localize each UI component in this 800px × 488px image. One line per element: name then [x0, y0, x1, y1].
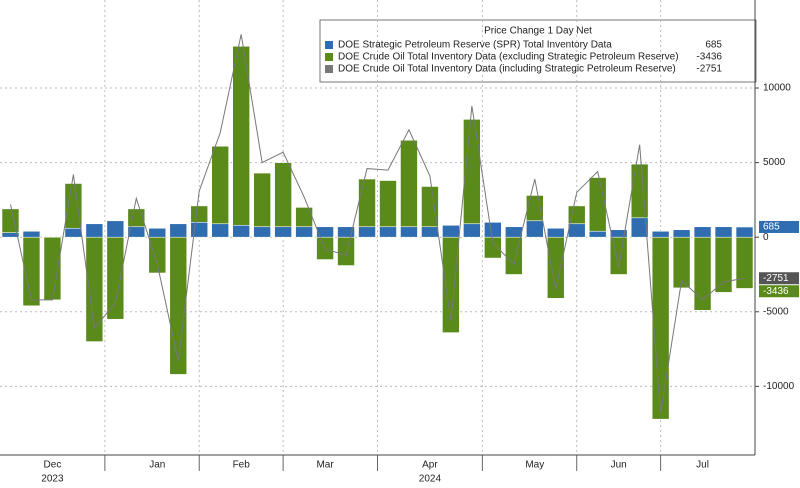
bar [609, 229, 628, 238]
x-tick-label: Jul [696, 460, 709, 471]
legend-value: -2751 [696, 64, 722, 75]
bar [484, 221, 502, 238]
x-tick-label: May [525, 460, 544, 471]
bar [421, 226, 439, 238]
bar [567, 223, 586, 238]
bar [735, 236, 754, 289]
bar [735, 226, 754, 238]
bar [211, 223, 230, 238]
bar [651, 230, 670, 238]
bar [295, 226, 313, 238]
bar [274, 162, 292, 238]
bar [274, 226, 292, 238]
legend-box [319, 19, 757, 83]
bar [525, 220, 544, 238]
bar [169, 236, 188, 375]
x-tick-label: Apr [422, 460, 438, 471]
legend-title: Price Change 1 Day Net [484, 26, 592, 37]
legend-value: 685 [705, 40, 722, 51]
bar [169, 223, 188, 238]
bar [693, 226, 712, 238]
x-tick-label: Dec [44, 460, 62, 471]
legend-swatch [325, 41, 333, 49]
line [9, 34, 745, 414]
value-tag [759, 272, 799, 285]
legend-swatch [325, 53, 333, 61]
bar [106, 220, 125, 238]
bar [609, 236, 628, 275]
bar [588, 230, 607, 238]
bar [232, 224, 250, 238]
bar [316, 226, 334, 238]
bar [1, 232, 20, 238]
legend-label: DOE Crude Oil Total Inventory Data (incl… [338, 64, 676, 75]
bar [546, 227, 565, 238]
legend-swatch [325, 65, 333, 73]
bar [651, 236, 670, 420]
y-tick-label: 10000 [763, 83, 791, 94]
bar [337, 236, 355, 266]
bar [672, 229, 691, 238]
bar [232, 45, 250, 238]
legend-label: DOE Strategic Petroleum Reserve (SPR) To… [338, 40, 612, 51]
bar [442, 224, 460, 238]
value-tag [759, 285, 799, 298]
bar [337, 226, 355, 238]
year-label: 2024 [419, 474, 442, 485]
bar [22, 230, 41, 238]
y-tick-label: 5000 [763, 157, 786, 168]
bar [463, 223, 481, 238]
value-tag-label: 685 [763, 222, 780, 233]
legend-value: -3436 [696, 52, 722, 63]
bar [148, 236, 167, 274]
bar [379, 226, 397, 238]
bar [148, 227, 167, 238]
x-tick-label: Feb [233, 460, 251, 471]
bar [253, 226, 271, 238]
bar [358, 226, 376, 238]
year-label: 2023 [41, 474, 64, 485]
bar [85, 223, 104, 238]
y-tick-label: 0 [763, 232, 769, 243]
x-tick-label: Mar [316, 460, 334, 471]
x-tick-label: Jan [149, 460, 165, 471]
bar [505, 226, 523, 238]
bar [400, 139, 418, 238]
value-tag-label: -2751 [763, 273, 789, 284]
value-tag-label: -3436 [763, 286, 789, 297]
bar [106, 236, 125, 320]
bar [505, 236, 523, 275]
bar [127, 226, 146, 238]
bar [463, 119, 481, 238]
bar [588, 177, 607, 238]
bar [714, 226, 733, 238]
legend-label: DOE Crude Oil Total Inventory Data (excl… [338, 52, 679, 63]
bar [630, 217, 649, 238]
y-tick-label: -10000 [763, 381, 795, 392]
x-tick-label: Jun [611, 460, 627, 471]
y-tick-label: -5000 [763, 306, 789, 317]
bar [714, 236, 733, 293]
value-tag [759, 220, 799, 233]
bar [64, 227, 83, 238]
bar [190, 221, 209, 238]
bar [43, 236, 62, 301]
bar [400, 226, 418, 238]
